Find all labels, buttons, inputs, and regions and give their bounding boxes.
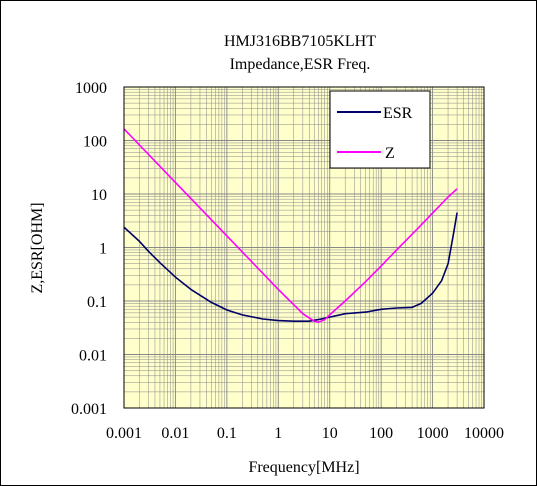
x-tick-label: 100	[369, 425, 393, 442]
series-line-z	[123, 128, 458, 324]
x-tick-label: 0.001	[106, 425, 142, 442]
y-tick-label: 100	[83, 134, 107, 151]
chart-subtitle: Impedance,ESR Freq.	[230, 56, 371, 73]
x-tick-label: 10000	[464, 425, 504, 442]
legend-label-z: Z	[385, 145, 395, 162]
y-tick-label: 10	[91, 187, 107, 204]
chart-title: HMJ316BB7105KLHT	[224, 33, 376, 50]
series-lines	[123, 128, 458, 324]
legend: ESR Z	[329, 90, 431, 169]
y-tick-label: 0.1	[87, 294, 107, 311]
y-tick-label: 1	[99, 241, 107, 258]
legend-box	[329, 90, 431, 169]
x-tick-label: 1000	[417, 425, 449, 442]
x-tick-label: 0.1	[217, 425, 237, 442]
x-tick-label: 1	[274, 425, 282, 442]
legend-label-esr: ESR	[383, 105, 413, 122]
y-axis-label: Z,ESR[OHM]	[29, 202, 46, 293]
plot-border	[123, 86, 485, 409]
x-axis-label: Frequency[MHz]	[248, 459, 359, 476]
y-tick-label: 0.01	[79, 348, 107, 365]
tick-labels: 0.001 0.01 0.1 1 10 100 1000 10000 0.001 0.01 0.1 1…	[71, 80, 504, 442]
x-tick-label: 10	[322, 425, 338, 442]
x-tick-label: 0.01	[161, 425, 189, 442]
y-tick-label: 0.001	[71, 401, 107, 418]
y-tick-label: 1000	[75, 80, 107, 97]
